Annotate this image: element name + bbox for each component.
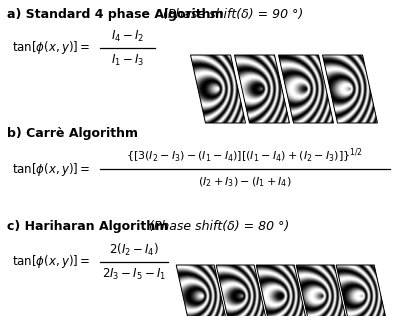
Text: (Phase shift(δ) = 80 °): (Phase shift(δ) = 80 °) (145, 220, 289, 233)
Polygon shape (190, 55, 245, 123)
Text: $\{[3(I_2 - I_3) - (I_1 - I_4)][(I_1 - I_4) + (I_2 - I_3)]\}^{1/2}$: $\{[3(I_2 - I_3) - (I_1 - I_4)][(I_1 - I… (126, 147, 364, 165)
Polygon shape (296, 265, 348, 316)
Polygon shape (234, 55, 290, 123)
Polygon shape (216, 265, 268, 316)
Polygon shape (322, 55, 377, 123)
Text: $\tan[\phi(x,y)] = $: $\tan[\phi(x,y)] = $ (12, 253, 90, 270)
Text: a) Standard 4 phase Algorithm: a) Standard 4 phase Algorithm (7, 8, 224, 21)
Polygon shape (296, 265, 348, 316)
Text: $\tan[\phi(x,y)] = $: $\tan[\phi(x,y)] = $ (12, 161, 90, 178)
Polygon shape (216, 265, 268, 316)
Text: b) Carrè Algorithm: b) Carrè Algorithm (7, 127, 138, 140)
Polygon shape (176, 265, 228, 316)
Polygon shape (336, 265, 388, 316)
Polygon shape (336, 265, 388, 316)
Polygon shape (279, 55, 333, 123)
Polygon shape (176, 265, 228, 316)
Text: $(I_2 + I_3) - (I_1 + I_4)$: $(I_2 + I_3) - (I_1 + I_4)$ (198, 175, 292, 189)
Polygon shape (322, 55, 377, 123)
Text: $I_1 - I_3$: $I_1 - I_3$ (111, 52, 144, 68)
Text: (Phase shift(δ) = 90 °): (Phase shift(δ) = 90 °) (159, 8, 303, 21)
Text: $2(I_2 - I_4)$: $2(I_2 - I_4)$ (109, 242, 159, 258)
Polygon shape (256, 265, 308, 316)
Text: $\tan[\phi(x,y)] = $: $\tan[\phi(x,y)] = $ (12, 40, 90, 57)
Text: $2I_3 - I_5 - I_1$: $2I_3 - I_5 - I_1$ (102, 266, 166, 282)
Polygon shape (234, 55, 290, 123)
Text: c) Hariharan Algorithm: c) Hariharan Algorithm (7, 220, 168, 233)
Polygon shape (256, 265, 308, 316)
Text: $I_4 - I_2$: $I_4 - I_2$ (111, 28, 144, 44)
Polygon shape (190, 55, 245, 123)
Polygon shape (279, 55, 333, 123)
